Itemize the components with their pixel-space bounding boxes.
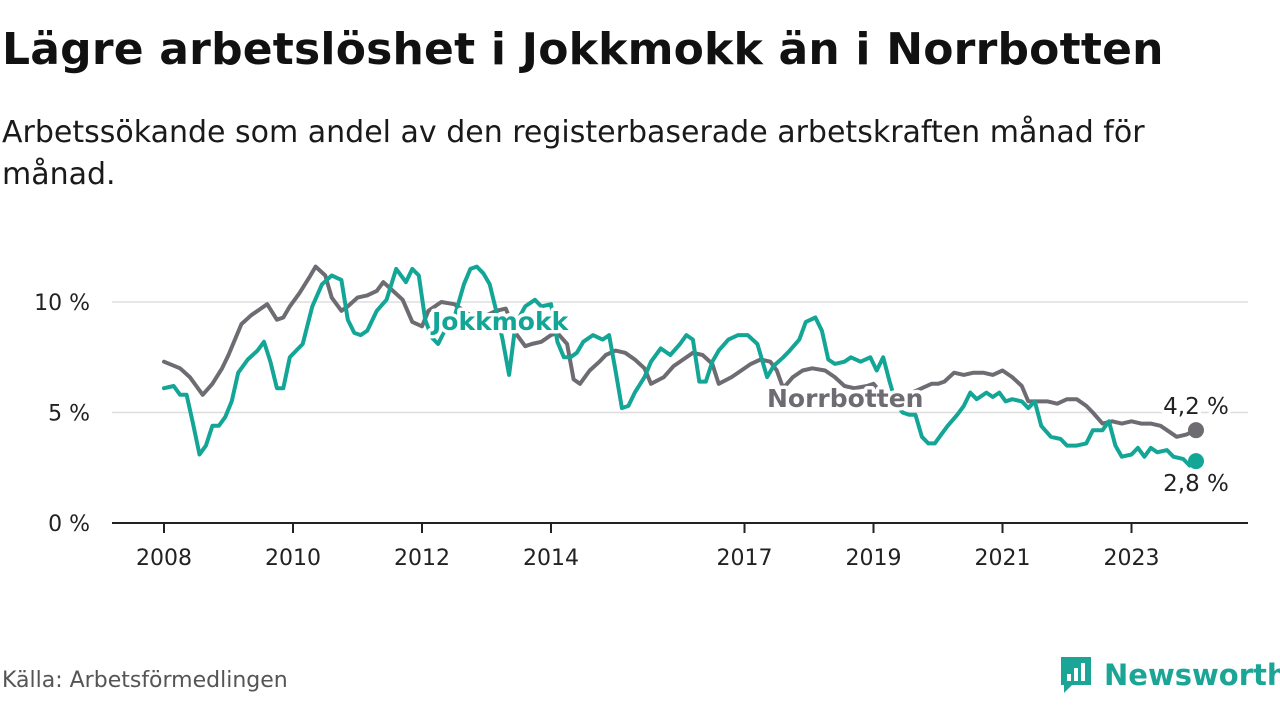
line-chart: 0 %5 %10 % 2008 2010 2012 2014 2017 2019 2021 2…	[34, 264, 1248, 571]
chart-subtitle: Arbetssökande som andel av den registerb…	[2, 115, 1145, 192]
series-label-jokkmokk-halo: Jokkmokk	[430, 307, 570, 336]
end-label-norrbotten-text: 4,2 %	[1163, 394, 1229, 420]
y-tick-label: 5 %	[48, 402, 90, 427]
end-label-jokkmokk-halo: 2,8 %	[1163, 471, 1229, 497]
end-label-jokkmokk-text: 2,8 %	[1163, 471, 1229, 497]
source-note: Källa: Arbetsförmedlingen	[2, 668, 288, 693]
brand-logo: Newsworthy	[1058, 654, 1280, 696]
series-line-jokkmokk	[162, 264, 1198, 468]
end-label-norrbotten: 4,2 %4,2 %	[1160, 391, 1233, 424]
y-axis-ticks: 0 % 5 % 10 %	[34, 291, 90, 537]
newsworthy-logo-icon	[1061, 657, 1091, 693]
y-tick-label: 10 %	[34, 291, 90, 316]
end-label-jokkmokk: 2,8 %2,8 %	[1160, 468, 1233, 501]
x-tick-label: 2021	[975, 546, 1031, 571]
series-lines	[162, 264, 1204, 470]
x-tick-label: 2023	[1104, 546, 1160, 571]
end-point-jokkmokk	[1188, 453, 1204, 470]
x-tick-label: 2012	[394, 546, 450, 571]
x-tick-label: 2010	[265, 546, 321, 571]
x-tick-label: 2019	[846, 546, 902, 571]
x-tick-label: 2008	[136, 546, 192, 571]
chart-title: Lägre arbetslöshet i Jokkmokk än i Norrb…	[2, 24, 1164, 75]
series-label-jokkmokk-text: Jokkmokk	[430, 307, 570, 336]
gridlines	[112, 301, 1248, 414]
series-line-norrbotten	[162, 264, 1198, 439]
y-tick-label: 0 %	[48, 512, 90, 537]
end-point-norrbotten	[1188, 422, 1204, 439]
series-label-norrbotten-text: Norrbotten	[767, 384, 923, 413]
series-label-norrbotten-halo: Norrbotten	[767, 384, 923, 413]
x-axis-ticks: 2008 2010 2012 2014 2017 2019 2021 2023	[112, 522, 1248, 571]
x-tick-label: 2017	[717, 546, 773, 571]
brand-name: Newsworthy	[1104, 658, 1280, 692]
x-tick-label: 2014	[523, 546, 579, 571]
end-label-norrbotten-halo: 4,2 %	[1163, 394, 1229, 420]
